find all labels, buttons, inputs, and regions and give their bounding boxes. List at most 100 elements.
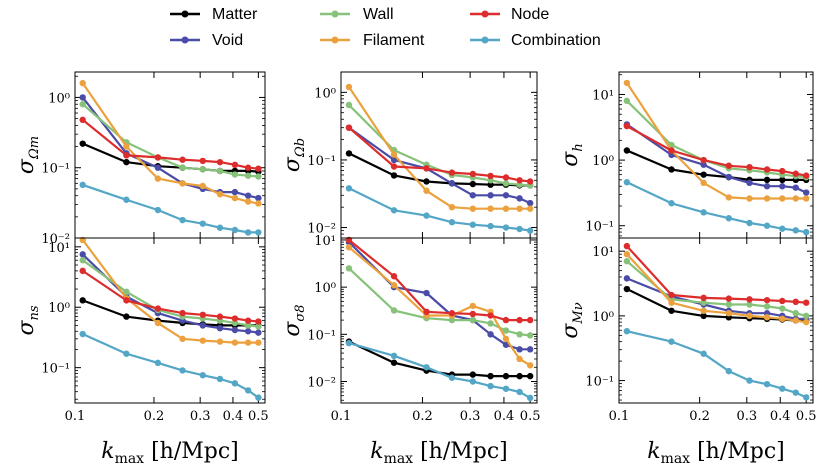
data-point-void (199, 322, 206, 329)
x-tick-label: 0.3 (736, 409, 757, 424)
data-point-filament (700, 179, 707, 187)
y-tick-label: 10¹ (592, 88, 614, 103)
data-point-node (423, 308, 430, 316)
y-tick-label: 10⁻¹ (41, 162, 70, 177)
data-point-filament (255, 339, 262, 346)
data-point-node (390, 273, 398, 280)
y-axis-label-subscript: σ8 (293, 304, 308, 321)
legend-marker-void (181, 36, 189, 44)
data-point-node (725, 295, 733, 302)
data-point-combination (390, 352, 398, 360)
data-point-node (79, 116, 86, 124)
data-point-node (231, 161, 239, 169)
x-tick-label: 0.1 (331, 409, 352, 424)
data-point-combination (469, 221, 477, 228)
data-point-void (154, 164, 162, 171)
data-point-wall (231, 319, 239, 327)
data-point-filament (516, 205, 523, 212)
data-point-wall (448, 316, 456, 324)
legend-label-combination: Combination (511, 32, 601, 49)
data-point-node (502, 174, 510, 181)
panel-3: 10⁻¹ 10⁰ 10¹ σh (558, 71, 814, 239)
data-point-combination (179, 367, 186, 374)
data-point-combination (179, 216, 186, 224)
y-axis-label: σh (558, 143, 586, 166)
data-point-filament (623, 250, 631, 258)
data-point-node (668, 147, 675, 154)
x-axis-label-sub: max (661, 451, 691, 467)
y-tick-label: 10⁰ (48, 91, 70, 106)
data-point-node (216, 313, 224, 320)
data-point-node (803, 299, 810, 306)
data-point-filament (244, 198, 252, 205)
y-axis-label-sigma: σ (280, 156, 305, 172)
data-point-combination (216, 375, 224, 383)
data-point-node (216, 158, 224, 166)
panel-frame (618, 237, 814, 404)
data-point-node (779, 297, 786, 305)
data-point-combination (803, 394, 810, 401)
data-point-matter (345, 150, 353, 157)
data-point-combination (199, 220, 206, 227)
data-point-node (154, 154, 162, 161)
data-point-filament (763, 195, 771, 202)
data-point-node (700, 156, 707, 164)
x-axis-label-k: k (370, 439, 383, 464)
data-point-filament (216, 190, 224, 198)
data-point-combination (199, 372, 206, 379)
data-point-wall (244, 322, 252, 329)
data-point-combination (216, 224, 224, 231)
series-line-filament (348, 246, 531, 367)
data-point-wall (231, 171, 239, 178)
data-point-filament (231, 339, 239, 346)
data-point-filament (623, 79, 631, 87)
series-line-void (81, 96, 259, 200)
legend-label-node: Node (511, 6, 549, 23)
y-axis-label-subscript: Mν (571, 302, 586, 324)
x-tick-label: 0.1 (609, 409, 630, 424)
y-axis-label: σΩm (14, 136, 42, 174)
data-point-combination (469, 378, 477, 385)
data-point-combination (79, 330, 86, 338)
x-axis-label-sub: max (115, 451, 145, 467)
data-point-filament (469, 205, 477, 212)
y-axis-label: σσ8 (280, 304, 308, 336)
data-point-node (487, 172, 494, 180)
data-point-matter (79, 297, 86, 304)
data-point-filament (792, 317, 799, 324)
data-point-void (79, 251, 86, 258)
data-point-void (244, 328, 252, 335)
data-point-wall (390, 307, 398, 314)
x-tick-label: 0.1 (65, 409, 86, 424)
data-point-wall (79, 101, 86, 108)
data-point-combination (763, 222, 771, 229)
x-axis-label-sub: max (384, 451, 414, 467)
data-point-filament (199, 337, 206, 344)
y-axis-label-subscript: ns (27, 305, 42, 320)
data-point-wall (623, 258, 631, 265)
legend-marker-node (481, 10, 489, 18)
x-axis-label: kmax [h/Mpc] (101, 439, 239, 467)
x-axis-label-units: [h/Mpc] (690, 439, 785, 464)
data-point-matter (390, 359, 398, 366)
series-line-wall (626, 100, 807, 179)
data-point-void (502, 341, 510, 348)
data-point-node (469, 310, 477, 318)
y-tick-label: 10⁰ (592, 154, 614, 169)
data-point-matter (469, 371, 477, 378)
data-point-combination (725, 367, 733, 375)
data-point-matter (779, 176, 786, 184)
data-point-node (502, 316, 510, 324)
data-point-node (123, 152, 130, 159)
series-line-filament (81, 239, 259, 344)
data-point-node (199, 311, 206, 318)
y-tick-label: 10⁻¹ (41, 362, 70, 377)
data-point-combination (448, 218, 456, 226)
y-tick-label: 10¹ (592, 245, 614, 260)
y-axis-label-sigma: σ (14, 158, 39, 174)
data-point-filament (526, 362, 534, 369)
data-point-wall (179, 164, 186, 171)
data-point-combination (668, 338, 675, 345)
data-point-node (244, 164, 252, 171)
data-point-node (516, 316, 523, 324)
